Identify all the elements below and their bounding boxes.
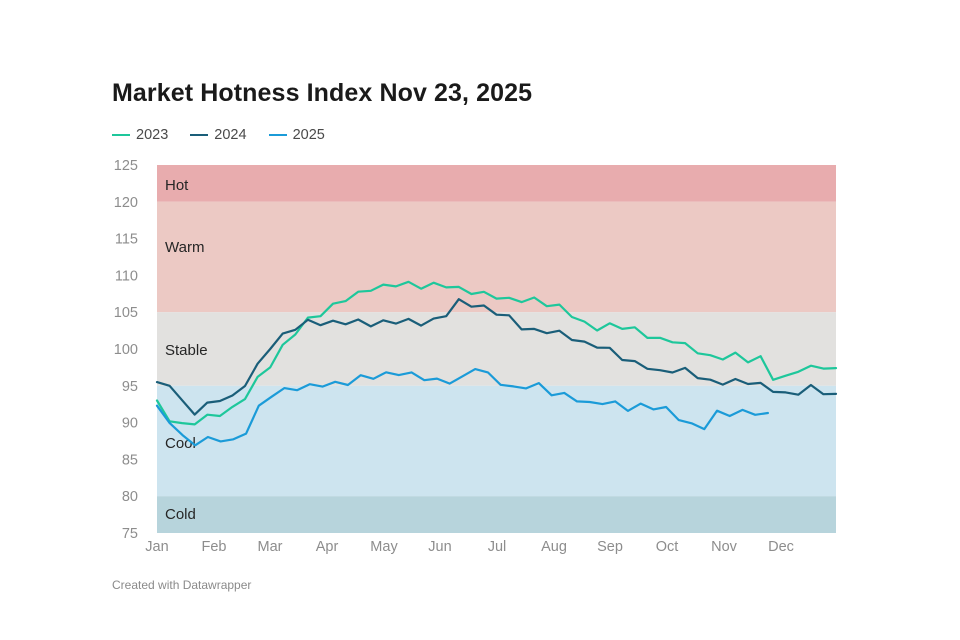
- svg-text:90: 90: [122, 416, 138, 432]
- svg-text:85: 85: [122, 452, 138, 468]
- svg-text:Dec: Dec: [768, 539, 794, 555]
- svg-text:Cold: Cold: [165, 506, 196, 523]
- svg-text:Hot: Hot: [165, 177, 189, 194]
- svg-text:105: 105: [114, 305, 138, 321]
- svg-text:95: 95: [122, 379, 138, 395]
- svg-text:Jul: Jul: [488, 539, 507, 555]
- svg-text:May: May: [370, 539, 398, 555]
- svg-text:80: 80: [122, 489, 138, 505]
- svg-text:Jan: Jan: [145, 539, 168, 555]
- svg-text:Feb: Feb: [202, 539, 227, 555]
- svg-text:Stable: Stable: [165, 342, 208, 359]
- svg-text:100: 100: [114, 342, 138, 358]
- svg-text:Warm: Warm: [165, 239, 204, 256]
- svg-text:125: 125: [114, 158, 138, 174]
- svg-text:Sep: Sep: [597, 539, 623, 555]
- svg-text:110: 110: [115, 268, 138, 284]
- svg-text:Apr: Apr: [316, 539, 339, 555]
- svg-text:Jun: Jun: [428, 539, 451, 555]
- svg-text:Aug: Aug: [541, 539, 567, 555]
- svg-text:120: 120: [114, 195, 138, 211]
- svg-text:Mar: Mar: [258, 539, 283, 555]
- svg-text:75: 75: [122, 526, 138, 542]
- svg-text:Oct: Oct: [656, 539, 679, 555]
- svg-text:115: 115: [115, 232, 138, 248]
- svg-text:Nov: Nov: [711, 539, 738, 555]
